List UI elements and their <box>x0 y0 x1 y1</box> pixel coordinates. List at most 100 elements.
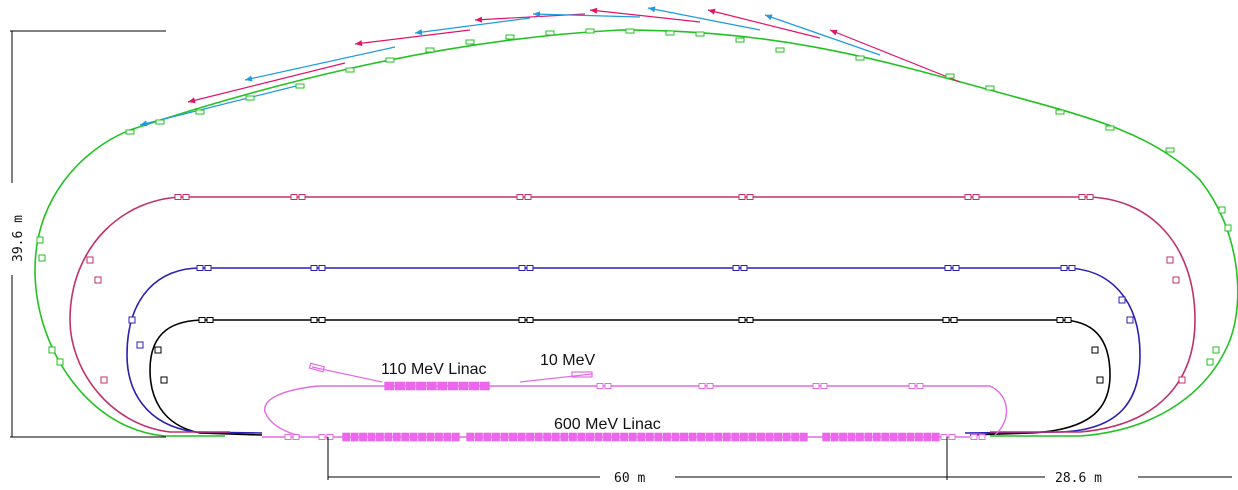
extraction-ray-arrowhead <box>245 75 253 82</box>
linac-600-cavity <box>774 432 783 442</box>
magnet-element <box>585 28 595 34</box>
extraction-ray <box>244 46 396 81</box>
label-10-mev: 10 MeV <box>540 352 595 369</box>
magnet-element <box>318 265 326 271</box>
magnet-element <box>56 358 64 366</box>
linac-600-cavity <box>791 432 800 442</box>
magnet-element <box>198 317 206 323</box>
linac-600-cavity <box>392 432 401 442</box>
magnet-element <box>318 434 326 440</box>
linac-600-cavities <box>342 432 940 442</box>
linac-110-cavities <box>384 381 490 391</box>
linac-600-cavity <box>822 432 831 442</box>
extraction-ray <box>647 7 761 31</box>
linac-600-cavity <box>526 432 535 442</box>
magnet-element <box>154 346 162 354</box>
magnet-element <box>505 34 515 40</box>
extraction-ray <box>414 17 531 34</box>
magnet-element <box>206 317 214 323</box>
magnet-element <box>1056 317 1064 323</box>
label-600-mev-linac: 600 MeV Linac <box>554 416 661 433</box>
magnet-element <box>625 28 635 34</box>
linac-600-cavity <box>654 432 663 442</box>
magnet-element <box>985 85 995 91</box>
magnet-element <box>136 341 144 349</box>
magnet-element <box>1206 358 1214 366</box>
magnet-element <box>526 317 534 323</box>
linac-600-cavity <box>830 432 839 442</box>
linac-600-cavity <box>839 432 847 442</box>
magnet-element <box>516 194 524 200</box>
recirculation-arc-2 <box>126 267 1141 434</box>
magnet-element <box>1166 256 1174 264</box>
linac-600-cavity <box>560 432 569 442</box>
magnet-element <box>38 254 46 262</box>
linac-600-cavity <box>500 432 509 442</box>
linac-600-cavity <box>534 432 543 442</box>
magnet-element <box>1172 276 1180 284</box>
linac-600-cavity <box>782 432 791 442</box>
linac-600-cavity <box>731 432 740 442</box>
extraction-ray-arrowhead <box>355 40 363 47</box>
magnet-element <box>1118 296 1126 304</box>
linac-600-cavity <box>517 432 526 442</box>
linac-110-cavity <box>437 381 448 391</box>
extraction-ray-arrowhead <box>590 7 598 14</box>
magnet-element <box>950 317 958 323</box>
linac-600-cavity <box>342 432 351 442</box>
magnet-element <box>310 317 318 323</box>
magnet-element <box>855 55 865 61</box>
linac-600-cavity <box>451 432 460 442</box>
magnet-element <box>746 317 754 323</box>
magnet-element <box>944 265 952 271</box>
linac-110-cavity <box>458 381 469 391</box>
linac-600-cavity <box>551 432 560 442</box>
extraction-ray-arrowhead <box>830 29 838 36</box>
linac-600-cavity <box>577 432 586 442</box>
magnet-element <box>908 383 916 389</box>
linac-600-cavity <box>680 432 688 442</box>
magnet-element <box>1178 376 1186 384</box>
magnet-element <box>48 346 56 354</box>
linac-110-cavity <box>394 381 405 391</box>
magnet-element <box>245 95 255 101</box>
linac-110-cavity <box>426 381 437 391</box>
magnet-element <box>128 316 136 324</box>
linac-600-cavity <box>384 432 393 442</box>
linac-600-cavity <box>889 432 898 442</box>
linac-600-cavity <box>915 432 923 442</box>
extraction-ray-arrowhead <box>708 8 716 15</box>
magnet-element <box>425 47 435 53</box>
recirculation-arc-4 <box>34 29 1238 437</box>
extraction-ray <box>589 9 701 23</box>
linac-600-cavity <box>872 432 881 442</box>
extraction-ray-arrowhead <box>188 97 196 104</box>
linac-600-cavity <box>799 432 808 442</box>
magnet-element <box>196 265 204 271</box>
linac-600-cavity <box>418 432 426 442</box>
linac-600-cavity <box>856 432 864 442</box>
linac-600-cavity <box>864 432 873 442</box>
linac-110-cavity <box>447 381 458 391</box>
linac-600-cavity <box>923 432 932 442</box>
linac-600-cavity <box>466 432 475 442</box>
linac-600-cavity <box>350 432 359 442</box>
magnet-element <box>524 194 532 200</box>
magnet-element <box>1086 194 1094 200</box>
magnet-element <box>948 434 956 440</box>
linac-600-cavity <box>739 432 748 442</box>
linac-600-cavity <box>409 432 418 442</box>
magnet-element <box>665 30 675 36</box>
linac-600-cavity <box>426 432 435 442</box>
extraction-rays <box>139 6 961 127</box>
magnet-element <box>86 256 94 264</box>
magnet-element <box>1165 147 1175 153</box>
magnet-element <box>385 57 395 63</box>
linac-600-cavity <box>594 432 603 442</box>
magnet-element <box>1224 224 1232 232</box>
magnet-element <box>292 434 300 440</box>
recirculation-arc-3 <box>69 196 1196 433</box>
linac-600-cavity <box>483 432 492 442</box>
